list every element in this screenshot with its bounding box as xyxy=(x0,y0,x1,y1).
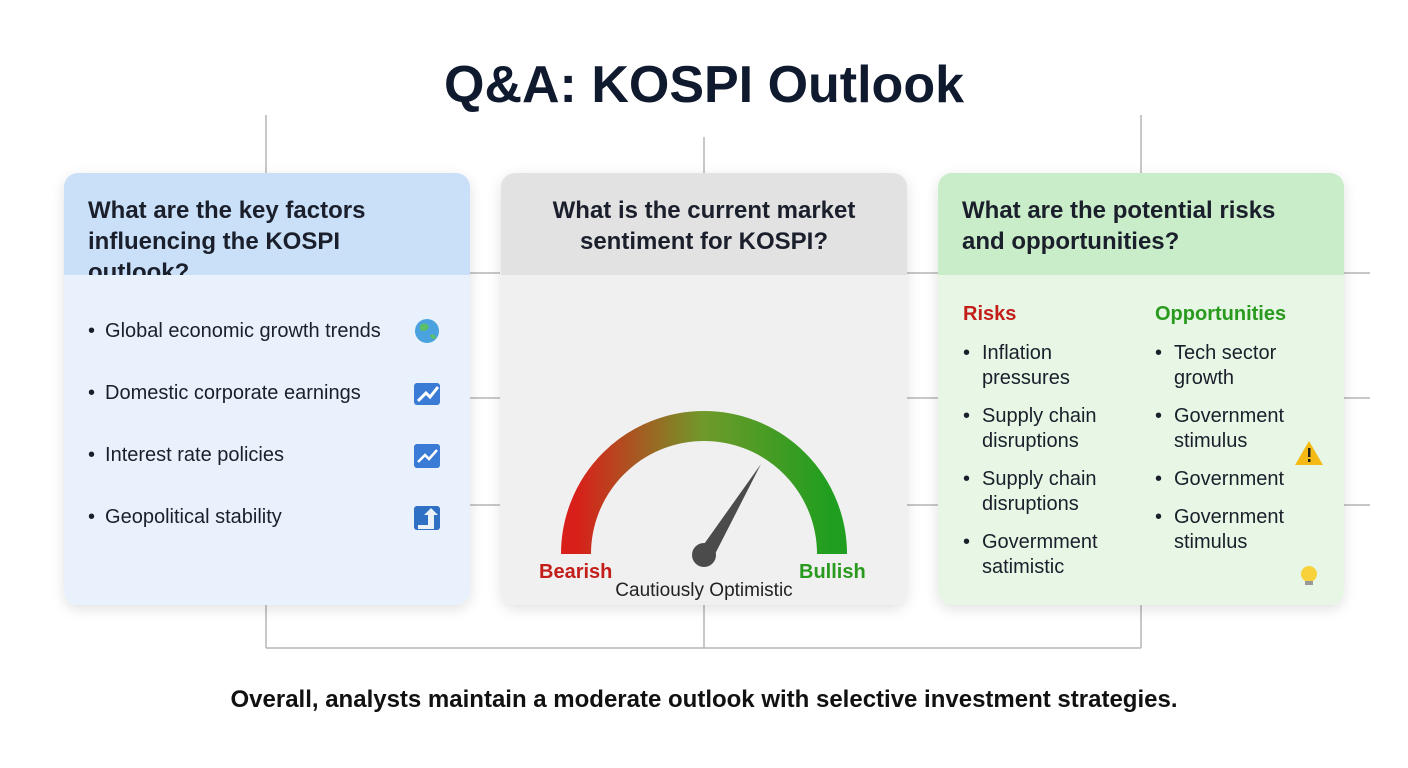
factor-item: Geopolitical stability xyxy=(88,502,282,532)
risks-column: Risks Inflation pressures Supply chain di… xyxy=(963,301,1133,593)
opportunities-heading: Opportunities xyxy=(1155,303,1287,325)
page-title: Q&A: KOSPI Outlook xyxy=(444,56,964,114)
risk-item: Inflation pressures xyxy=(963,341,1132,391)
factor-icons xyxy=(414,319,440,530)
gauge-needle xyxy=(697,464,761,558)
bulb-icon xyxy=(1301,566,1317,582)
factors-card: What are the key factors influencing the… xyxy=(64,173,470,605)
factor-item: Global economic growth trends xyxy=(88,316,381,346)
factor-item: Domestic corporate earnings xyxy=(88,378,361,408)
card-question: What is the current market sentiment for… xyxy=(501,173,907,275)
gauge-arc xyxy=(561,411,847,555)
factor-item: Interest rate policies xyxy=(88,440,284,470)
gauge-low-label: Bearish xyxy=(539,561,613,583)
risks-heading: Risks xyxy=(963,303,1017,325)
risks-card: What are the potential risks and opportu… xyxy=(938,173,1344,605)
sentiment-card: What is the current market sentiment for… xyxy=(501,173,907,605)
risk-item: Supply chain disruptions xyxy=(963,467,1132,517)
gauge-high-label: Bullish xyxy=(799,561,866,583)
card-question: What are the key factors influencing the… xyxy=(64,173,470,286)
card-question: What are the potential risks and opportu… xyxy=(938,173,1344,275)
gauge xyxy=(561,411,847,567)
opportunity-item: Tech sector growth xyxy=(1155,341,1294,391)
globe-icon xyxy=(415,319,439,343)
footer-summary: Overall, analysts maintain a moderate ou… xyxy=(230,686,1178,713)
opportunity-item: Government stimulus xyxy=(1155,404,1294,454)
risk-item: Govermment satimistic xyxy=(963,530,1132,580)
risk-list: Inflation pressures Supply chain disrupti… xyxy=(963,341,1133,580)
opportunities-column: Opportunities Tech sector growth Governme… xyxy=(1155,301,1325,568)
opportunity-item: Government xyxy=(1155,467,1294,492)
gauge-reading: Cautiously Optimistic xyxy=(615,580,793,601)
opportunity-icons xyxy=(1295,441,1323,585)
risk-item: Supply chain disruptions xyxy=(963,404,1132,454)
opportunity-item: Government stimulus xyxy=(1155,505,1294,555)
opportunity-list: Tech sector growth Government stimulus Gov… xyxy=(1155,341,1325,555)
